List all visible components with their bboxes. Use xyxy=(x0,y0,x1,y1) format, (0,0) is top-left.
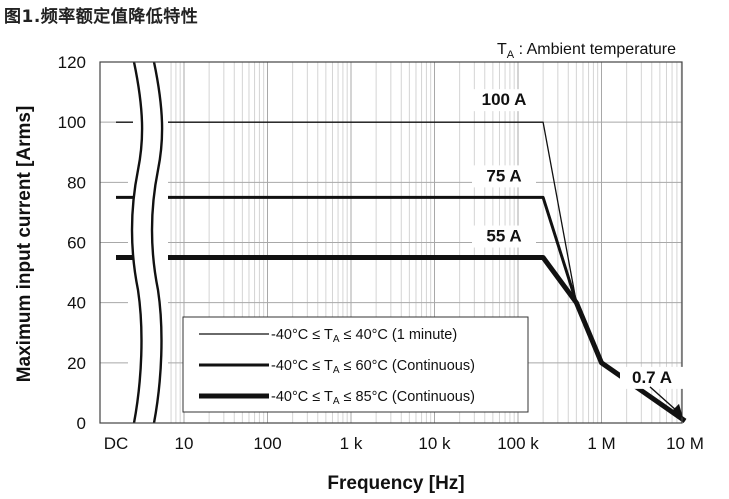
y-tick-label: 60 xyxy=(67,234,86,253)
y-tick-label: 80 xyxy=(67,173,86,192)
annotation-box xyxy=(472,225,536,248)
chart-note: TA : Ambient temperature xyxy=(497,41,676,61)
x-tick-label: 100 xyxy=(253,434,281,453)
x-tick-label: 10 k xyxy=(418,434,451,453)
x-tick-label: 100 k xyxy=(497,434,539,453)
figure-title: 图1.频率额定值降低特性 xyxy=(4,7,199,27)
y-tick-label: 40 xyxy=(67,294,86,313)
annotations: 100 A 75 A 55 A 0.7 A xyxy=(472,89,684,418)
y-tick-label: 20 xyxy=(67,354,86,373)
y-tick-label: 120 xyxy=(58,53,86,72)
annotation-box xyxy=(620,366,684,389)
annotation-label: 75 A xyxy=(486,166,521,185)
plot-border xyxy=(99,61,683,424)
annotation-arrowhead xyxy=(671,403,683,418)
x-tick-label: 10 M xyxy=(666,434,704,453)
y-axis-label: Maximum input current [Arms] xyxy=(14,106,35,383)
y-tick-label: 0 xyxy=(77,414,86,433)
y-tick-label: 100 xyxy=(58,113,86,132)
plot-frame xyxy=(99,61,683,424)
x-tick-label: DC xyxy=(104,434,129,453)
x-tick-label: 1 k xyxy=(340,434,363,453)
x-axis-label: Frequency [Hz] xyxy=(327,473,464,494)
axis-break-wave xyxy=(150,61,164,424)
annotation-arrow xyxy=(649,386,679,413)
annotation-box xyxy=(472,89,536,112)
annotation-box xyxy=(472,165,536,188)
x-tick-label: 10 xyxy=(175,434,194,453)
legend-label: -40°C ≤ TA ≤ 85°C (Continuous) xyxy=(271,389,475,407)
annotation-label: 100 A xyxy=(482,90,527,109)
legend-label: -40°C ≤ TA ≤ 40°C (1 minute) xyxy=(271,327,457,345)
axis-break xyxy=(128,61,168,424)
x-tick-label: 1 M xyxy=(587,434,615,453)
annotation-label: 0.7 A xyxy=(632,368,672,387)
tick-labels: 0 20 40 60 80 100 120 DC 10 100 1 k 10 k 100 k 1 M 10 … xyxy=(58,53,704,453)
legend-label: -40°C ≤ TA ≤ 60°C (Continuous) xyxy=(271,358,475,376)
legend: -40°C ≤ TA ≤ 40°C (1 minute) -40°C ≤ TA ≤ 6… xyxy=(182,316,529,413)
annotation-label: 55 A xyxy=(486,227,521,246)
axis-break-wave xyxy=(130,61,144,424)
